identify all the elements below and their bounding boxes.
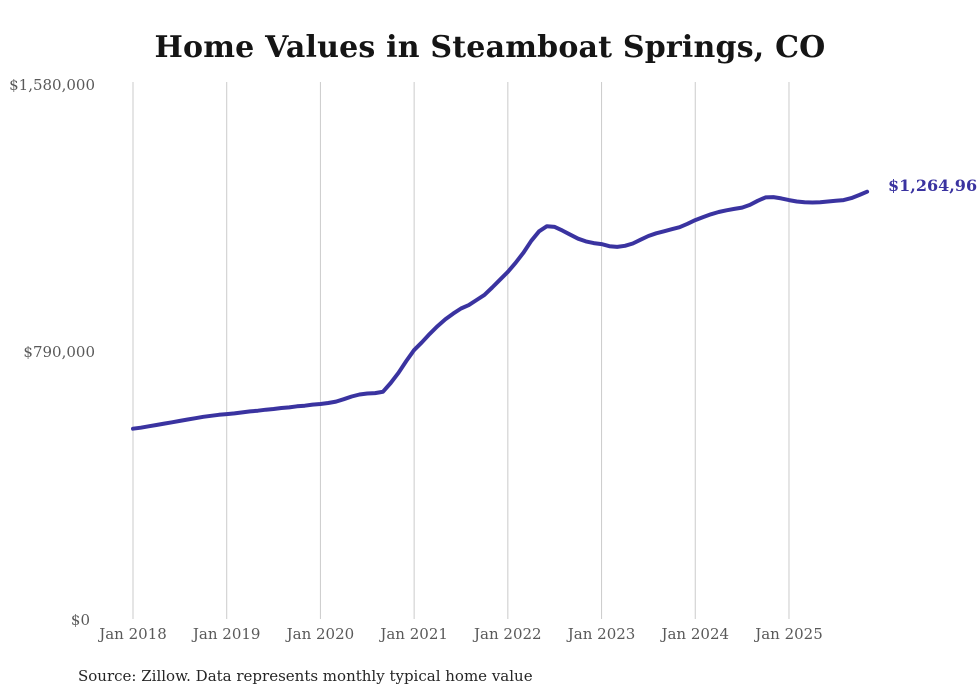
x-axis-tick-label: Jan 2020 bbox=[286, 625, 355, 643]
x-axis-tick-label: Jan 2025 bbox=[755, 625, 823, 643]
home-value-line-series bbox=[131, 189, 870, 431]
x-axis-tick-label: Jan 2023 bbox=[567, 625, 636, 643]
x-axis-tick-label: Jan 2021 bbox=[380, 625, 448, 643]
y-axis-tick-label-max: $1,580,000 bbox=[9, 76, 95, 94]
latest-value-label: $1,264,96 bbox=[888, 176, 978, 195]
y-axis-tick-label-zero: $0 bbox=[70, 611, 90, 629]
source-note: Source: Zillow. Data represents monthly … bbox=[78, 667, 533, 685]
chart-title: Home Values in Steamboat Springs, CO bbox=[154, 30, 826, 65]
y-axis-tick-label-mid: $790,000 bbox=[23, 343, 95, 361]
x-axis-tick-label: Jan 2019 bbox=[192, 625, 261, 643]
x-axis-tick-label: Jan 2018 bbox=[99, 625, 167, 643]
x-axis-tick-label: Jan 2024 bbox=[661, 625, 730, 643]
x-axis-tick-label: Jan 2022 bbox=[474, 625, 542, 643]
